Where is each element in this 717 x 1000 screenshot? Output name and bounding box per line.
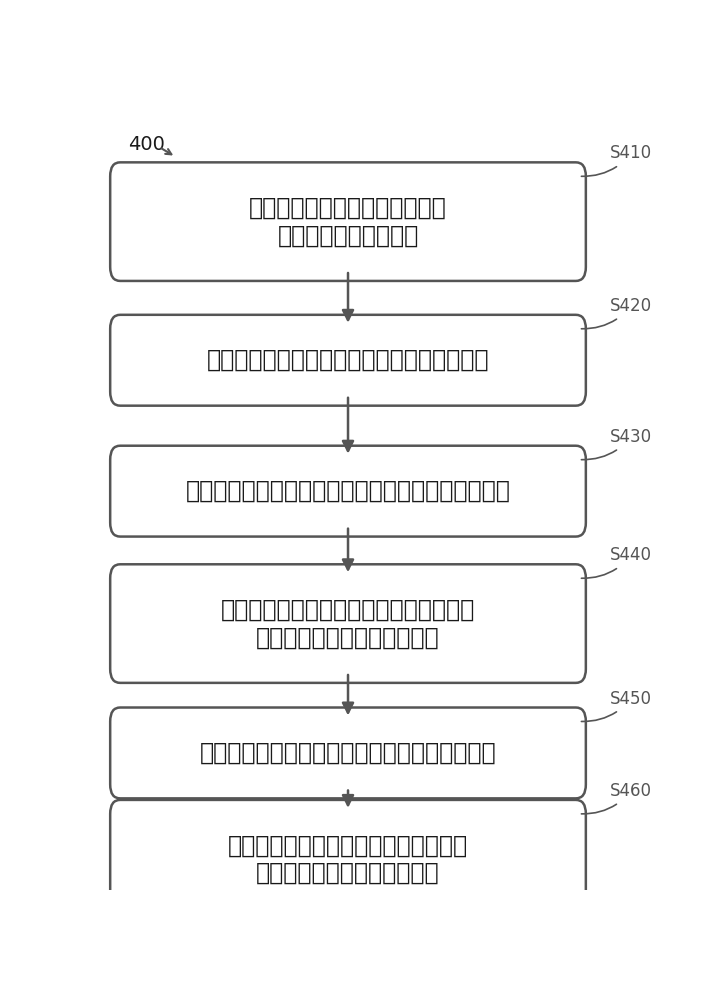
FancyBboxPatch shape [110, 800, 586, 918]
FancyBboxPatch shape [110, 708, 586, 798]
FancyBboxPatch shape [110, 564, 586, 683]
Text: 获取病人体积的第二三维图像: 获取病人体积的第二三维图像 [256, 625, 440, 649]
Text: 中的每一个相关联的辮射剂量: 中的每一个相关联的辮射剂量 [256, 861, 440, 885]
Text: S420: S420 [581, 297, 652, 329]
Text: 基于第一三维图像来记录病人的治疗等中心点: 基于第一三维图像来记录病人的治疗等中心点 [206, 348, 489, 372]
Text: 基于第一三维图像定义病人体积内的多个子区域: 基于第一三维图像定义病人体积内的多个子区域 [200, 741, 496, 765]
Text: S410: S410 [581, 144, 652, 176]
Text: 使用磁共振成像扫描仪来获取病: 使用磁共振成像扫描仪来获取病 [249, 196, 447, 220]
Text: S460: S460 [581, 782, 652, 814]
Text: S450: S450 [581, 690, 652, 721]
Text: S430: S430 [581, 428, 652, 460]
FancyBboxPatch shape [110, 315, 586, 406]
Text: S440: S440 [581, 546, 652, 578]
Text: 基于第二三维图像来确定与多个子区域: 基于第二三维图像来确定与多个子区域 [228, 833, 468, 857]
FancyBboxPatch shape [110, 162, 586, 281]
Text: 400: 400 [128, 135, 166, 154]
Text: 使病人的治疗等中心点与线性加速器的等中心点配准: 使病人的治疗等中心点与线性加速器的等中心点配准 [186, 479, 511, 503]
Text: 使用由线性加速器发射的锥形射束辮射来: 使用由线性加速器发射的锥形射束辮射来 [221, 598, 475, 622]
FancyBboxPatch shape [110, 446, 586, 537]
Text: 人体积的第一三维图像: 人体积的第一三维图像 [277, 224, 419, 247]
